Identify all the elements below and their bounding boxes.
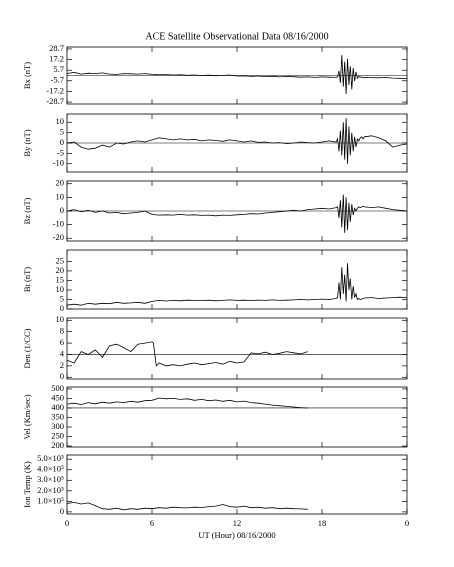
data-line: [66, 341, 308, 367]
x-tick-label: 6: [150, 518, 154, 528]
y-tick-label: 10: [56, 191, 65, 201]
y-axis-label: Den (1/CC): [22, 328, 32, 368]
y-tick-label: 8: [60, 326, 64, 336]
y-axis-label: By (nT): [22, 129, 32, 156]
y-tick-label: 5: [60, 127, 64, 137]
x-tick-label: 0: [65, 518, 69, 528]
x-tick-label: 12: [233, 518, 242, 528]
y-axis-label: Bx (nT): [22, 62, 32, 89]
panel-frame: [66, 386, 408, 448]
y-tick-label: 350: [51, 411, 64, 421]
y-tick-label: 2: [60, 360, 64, 370]
data-line: [66, 501, 308, 511]
y-tick-label: 0: [60, 506, 64, 516]
y-tick-label: 10: [56, 284, 65, 294]
y-tick-label: -10: [53, 158, 64, 168]
y-tick-label: 450: [51, 392, 64, 402]
data-line: [66, 118, 408, 164]
x-tick-label: 18: [318, 518, 327, 528]
panel-frame: [66, 454, 408, 515]
y-tick-label: 28.7: [49, 43, 64, 53]
y-tick-label: 20: [56, 178, 65, 188]
x-tick-label: 0: [405, 518, 409, 528]
data-line: [66, 397, 308, 409]
y-tick-label: 0: [60, 205, 64, 215]
panel-frame: [66, 317, 408, 380]
y-tick-label: 4: [60, 348, 65, 358]
y-axis-label: Bt (nT): [22, 267, 32, 292]
y-tick-label: 15: [56, 274, 65, 284]
y-tick-label: -5: [57, 147, 64, 157]
y-tick-label: 2.0×10⁵: [37, 485, 64, 495]
data-line: [66, 55, 408, 95]
y-axis-label: Bz (nT): [22, 197, 32, 224]
y-tick-label: 4.0×10⁵: [37, 464, 64, 474]
data-line: [66, 263, 408, 306]
y-tick-label: 1.0×10⁵: [37, 495, 64, 505]
y-tick-label: 400: [51, 402, 64, 412]
y-tick-label: 0: [60, 303, 64, 313]
y-tick-label: 10: [56, 116, 65, 126]
y-tick-label: 17.2: [49, 54, 64, 64]
y-tick-label: 6: [60, 337, 64, 347]
y-tick-label: 0: [60, 371, 64, 381]
y-tick-label: 3.0×10⁵: [37, 474, 64, 484]
y-tick-label: -17.2: [46, 85, 64, 95]
y-tick-label: -28.7: [46, 96, 64, 106]
y-axis-label: Vel (Km/sec): [22, 394, 32, 439]
y-tick-label: -5.7: [51, 75, 64, 85]
y-tick-label: 500: [51, 383, 64, 393]
y-tick-label: 10: [56, 314, 65, 324]
y-tick-label: 250: [51, 430, 64, 440]
y-tick-label: -20: [53, 232, 64, 242]
y-tick-label: 200: [51, 440, 64, 450]
y-tick-label: 5: [60, 293, 64, 303]
y-tick-label: 300: [51, 421, 64, 431]
y-tick-label: 5.0×10⁵: [37, 453, 64, 463]
chart-title: ACE Satellite Observational Data 08/16/2…: [145, 31, 328, 42]
y-tick-label: 25: [56, 255, 65, 265]
data-line: [66, 194, 408, 233]
y-tick-label: 0: [60, 137, 64, 147]
y-tick-label: 20: [56, 265, 65, 275]
x-axis-label: UT (Hour) 08/16/2000: [198, 530, 275, 540]
y-axis-label: Ion Temp (K): [22, 461, 32, 508]
y-tick-label: -10: [53, 219, 64, 229]
y-tick-label: 5.7: [53, 64, 64, 74]
